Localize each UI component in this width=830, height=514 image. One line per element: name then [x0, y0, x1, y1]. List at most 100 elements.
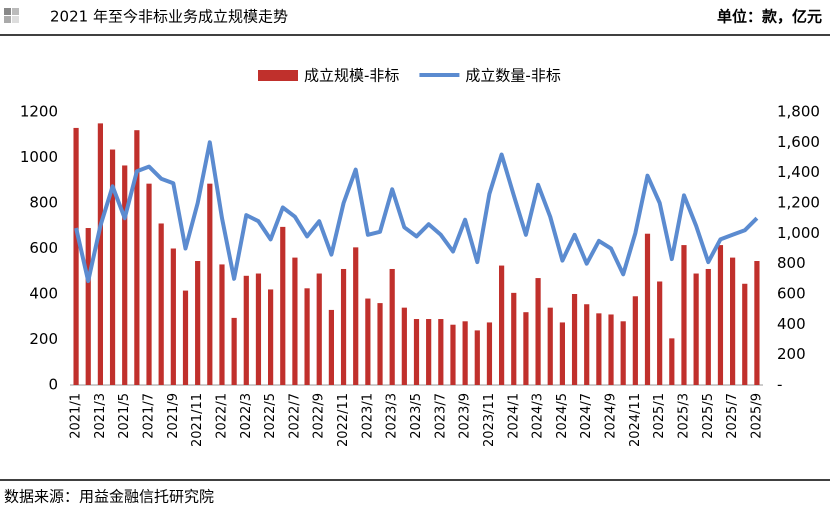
x-tick-label: 2025/3 — [676, 393, 691, 439]
bar — [389, 268, 395, 385]
x-tick-label: 2023/3 — [385, 393, 400, 439]
bar — [122, 165, 128, 385]
bar — [304, 288, 310, 385]
y-tick-label: 1,200 — [777, 194, 820, 212]
x-tick-label: 2022/11 — [336, 393, 351, 447]
bar — [511, 292, 517, 385]
bar — [596, 313, 602, 385]
bar — [158, 223, 164, 385]
bar — [195, 261, 201, 385]
x-tick-label: 2021/7 — [142, 393, 157, 439]
bar — [450, 324, 456, 385]
bar — [85, 228, 91, 385]
bar — [146, 183, 152, 385]
bar — [353, 247, 359, 385]
y-tick-label: 1,000 — [777, 224, 820, 242]
bar — [377, 303, 383, 385]
bar — [316, 273, 322, 385]
bar — [73, 127, 79, 386]
y-tick-label: 200 — [777, 345, 806, 363]
x-tick-label: 2021/9 — [166, 393, 181, 439]
y-tick-label: 0 — [48, 376, 58, 394]
bar — [693, 273, 699, 385]
x-tick-label: 2025/7 — [725, 393, 740, 439]
x-tick-label: 2021/3 — [93, 393, 108, 439]
logo — [4, 16, 11, 23]
x-tick-label: 2024/3 — [531, 393, 546, 439]
x-tick-label: 2025/9 — [749, 393, 764, 439]
bar — [426, 319, 432, 385]
bar — [547, 307, 553, 385]
x-tick-label: 2021/1 — [69, 393, 84, 439]
bar — [134, 130, 140, 385]
x-tick-label: 2024/11 — [628, 393, 643, 447]
bar — [657, 281, 663, 385]
bar — [365, 298, 371, 385]
bar — [644, 233, 651, 385]
x-tick-label: 2025/5 — [701, 393, 716, 439]
bar — [243, 275, 249, 385]
bar — [486, 322, 493, 385]
x-tick-label: 2023/7 — [433, 393, 448, 439]
bar — [754, 261, 760, 385]
bar — [730, 257, 736, 385]
y-tick-label: 1200 — [20, 103, 58, 121]
x-tick-label: 2023/11 — [482, 393, 497, 447]
x-tick-label: 2023/1 — [360, 393, 375, 439]
bar — [474, 330, 480, 385]
bar — [109, 149, 116, 385]
bar — [705, 268, 711, 385]
bar — [559, 322, 565, 385]
bar — [535, 278, 541, 385]
legend-label: 成立数量-非标 — [465, 67, 560, 85]
y-tick-label: 600 — [29, 239, 58, 257]
bar — [462, 321, 468, 385]
x-tick-label: 2024/5 — [555, 393, 570, 439]
y-tick-label: 1,600 — [777, 133, 820, 151]
bar — [413, 319, 420, 385]
legend-label: 成立规模-非标 — [304, 67, 399, 85]
bar — [620, 321, 626, 385]
x-tick-label: 2022/7 — [287, 393, 302, 439]
y-tick-label: 600 — [777, 285, 806, 303]
y-tick-label: 1,400 — [777, 163, 820, 181]
bar — [328, 309, 334, 385]
chart-title: 2021 年至今非标业务成立规模走势 — [50, 8, 288, 26]
bar — [584, 304, 590, 385]
bar — [170, 248, 176, 385]
bar — [499, 265, 505, 385]
legend-swatch — [258, 70, 298, 81]
bar — [182, 290, 189, 385]
y-tick-label: 400 — [777, 315, 806, 333]
x-tick-label: 2021/11 — [190, 393, 205, 447]
logo — [12, 8, 19, 15]
bar — [292, 257, 298, 385]
bar — [669, 338, 675, 385]
y-tick-label: 1,800 — [777, 103, 820, 121]
x-tick-label: 2022/1 — [214, 393, 229, 439]
y-tick-label: 200 — [29, 330, 58, 348]
bar — [523, 312, 529, 385]
line — [74, 140, 759, 284]
y-tick-label: 1000 — [20, 148, 58, 166]
bar — [681, 245, 687, 385]
y-tick-label: 800 — [29, 194, 58, 212]
x-tick-label: 2022/3 — [239, 393, 254, 439]
logo — [4, 8, 11, 15]
x-tick-label: 2021/5 — [117, 393, 132, 439]
x-tick-label: 2025/1 — [652, 393, 667, 439]
bar — [571, 294, 578, 385]
bar — [438, 319, 444, 385]
y-tick-label: 800 — [777, 254, 806, 272]
bar — [268, 289, 274, 385]
x-tick-label: 2022/9 — [312, 393, 327, 439]
x-tick-label: 2024/9 — [604, 393, 619, 439]
x-tick-label: 2022/5 — [263, 393, 278, 439]
bar — [742, 283, 748, 385]
bar — [340, 268, 347, 385]
y-tick-label: - — [777, 376, 782, 394]
bar — [401, 307, 407, 385]
bar — [231, 317, 237, 385]
bar — [219, 264, 225, 385]
